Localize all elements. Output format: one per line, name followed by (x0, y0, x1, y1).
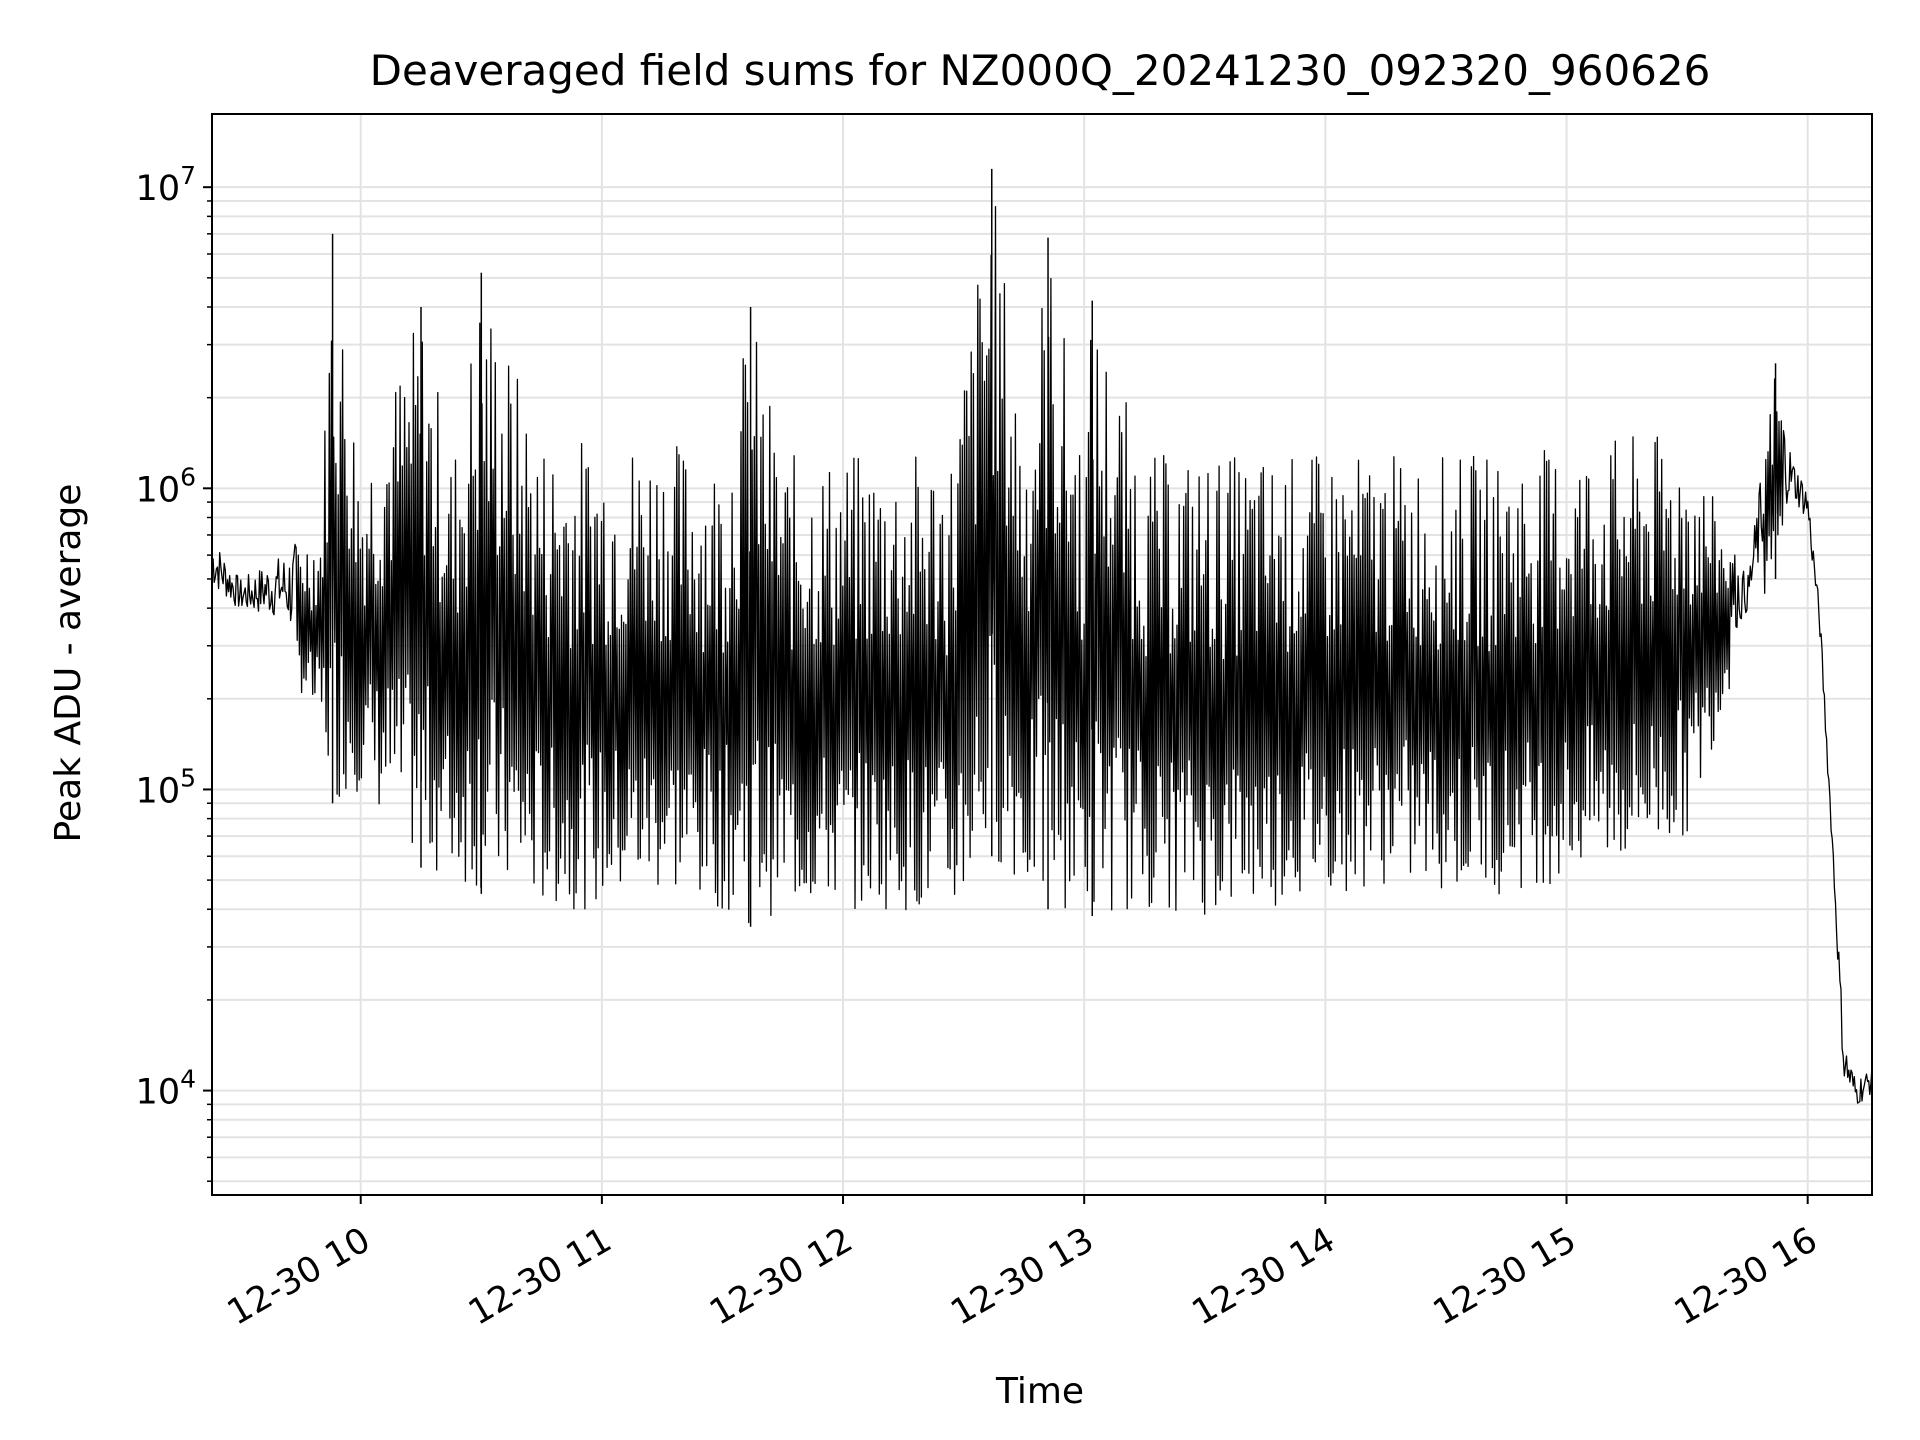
series-layer (211, 168, 1873, 1104)
y-tick-base: 10 (136, 771, 181, 811)
y-tick-exponent: 6 (180, 462, 196, 491)
y-tick-base: 10 (136, 470, 181, 510)
x-axis-label: Time (995, 1371, 1084, 1412)
y-tick-label: 106 (136, 462, 196, 510)
y-axis-label: Peak ADU - average (48, 484, 89, 843)
y-tick-exponent: 7 (180, 161, 196, 190)
chart-title: Deaveraged field sums for NZ000Q_2024123… (370, 46, 1711, 95)
y-tick-label: 107 (136, 161, 196, 209)
major-gridlines (212, 114, 1872, 1195)
y-tick-base: 10 (136, 1073, 181, 1113)
y-tick-label: 104 (136, 1065, 196, 1113)
plot-frame (211, 113, 1873, 1196)
y-tick-base: 10 (136, 169, 181, 209)
y-tick-label: 105 (136, 763, 196, 811)
y-tick-exponent: 5 (180, 763, 196, 792)
series-line (211, 205, 1873, 1104)
y-tick-exponent: 4 (180, 1065, 196, 1094)
